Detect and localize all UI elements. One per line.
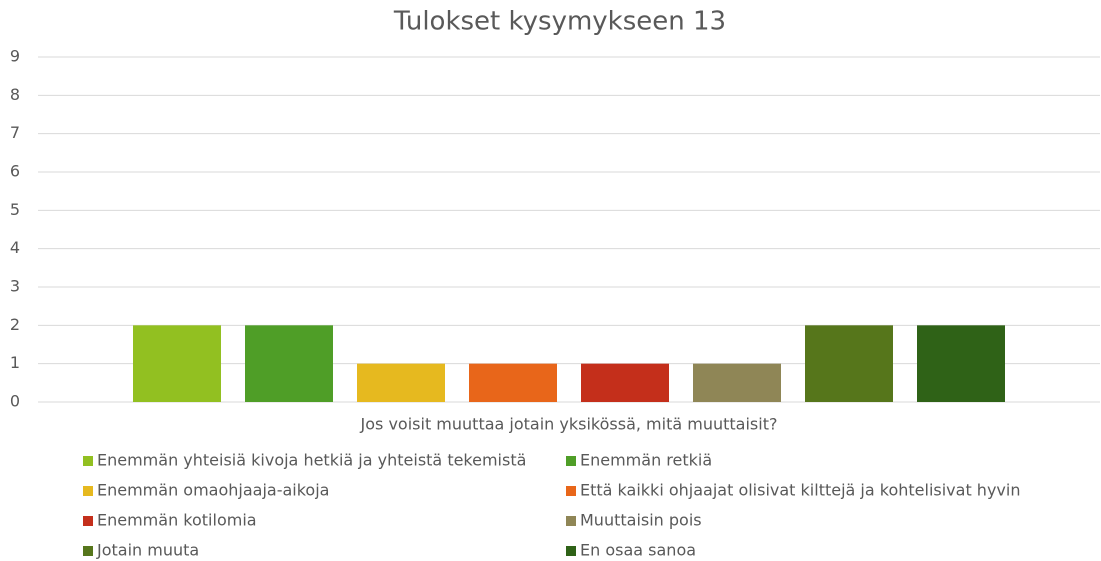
bar: [693, 363, 781, 402]
legend-label: Enemmän yhteisiä kivoja hetkiä ja yhteis…: [97, 451, 526, 470]
legend-swatch: [566, 456, 576, 466]
y-tick-label: 4: [10, 238, 20, 257]
y-tick-label: 8: [10, 85, 20, 104]
y-tick-label: 5: [10, 200, 20, 219]
chart-title: Tulokset kysymykseen 13: [393, 7, 726, 37]
legend-label: Enemmän omaohjaaja-aikoja: [97, 481, 329, 500]
legend-label: En osaa sanoa: [580, 541, 696, 560]
legend-swatch: [83, 546, 93, 556]
y-tick-label: 3: [10, 277, 20, 296]
legend-swatch: [83, 486, 93, 496]
legend-swatch: [83, 516, 93, 526]
y-tick-label: 6: [10, 162, 20, 181]
legend-swatch: [83, 456, 93, 466]
legend-label: Jotain muuta: [96, 541, 199, 560]
bar: [357, 363, 445, 402]
bar: [581, 363, 669, 402]
legend-label: Että kaikki ohjaajat olisivat kilttejä j…: [580, 481, 1020, 500]
x-axis-label: Jos voisit muuttaa jotain yksikössä, mit…: [360, 415, 778, 434]
y-tick-label: 1: [10, 353, 20, 372]
legend-swatch: [566, 516, 576, 526]
y-tick-label: 0: [10, 392, 20, 411]
y-tick-label: 2: [10, 315, 20, 334]
legend-swatch: [566, 486, 576, 496]
y-tick-label: 9: [10, 47, 20, 66]
bar: [917, 325, 1005, 402]
bar: [469, 363, 557, 402]
legend-label: Muuttaisin pois: [580, 511, 702, 530]
legend-label: Enemmän kotilomia: [97, 511, 257, 530]
bar: [805, 325, 893, 402]
legend-label: Enemmän retkiä: [580, 451, 712, 470]
bar: [245, 325, 333, 402]
y-tick-label: 7: [10, 123, 20, 142]
bar: [133, 325, 221, 402]
legend-swatch: [566, 546, 576, 556]
